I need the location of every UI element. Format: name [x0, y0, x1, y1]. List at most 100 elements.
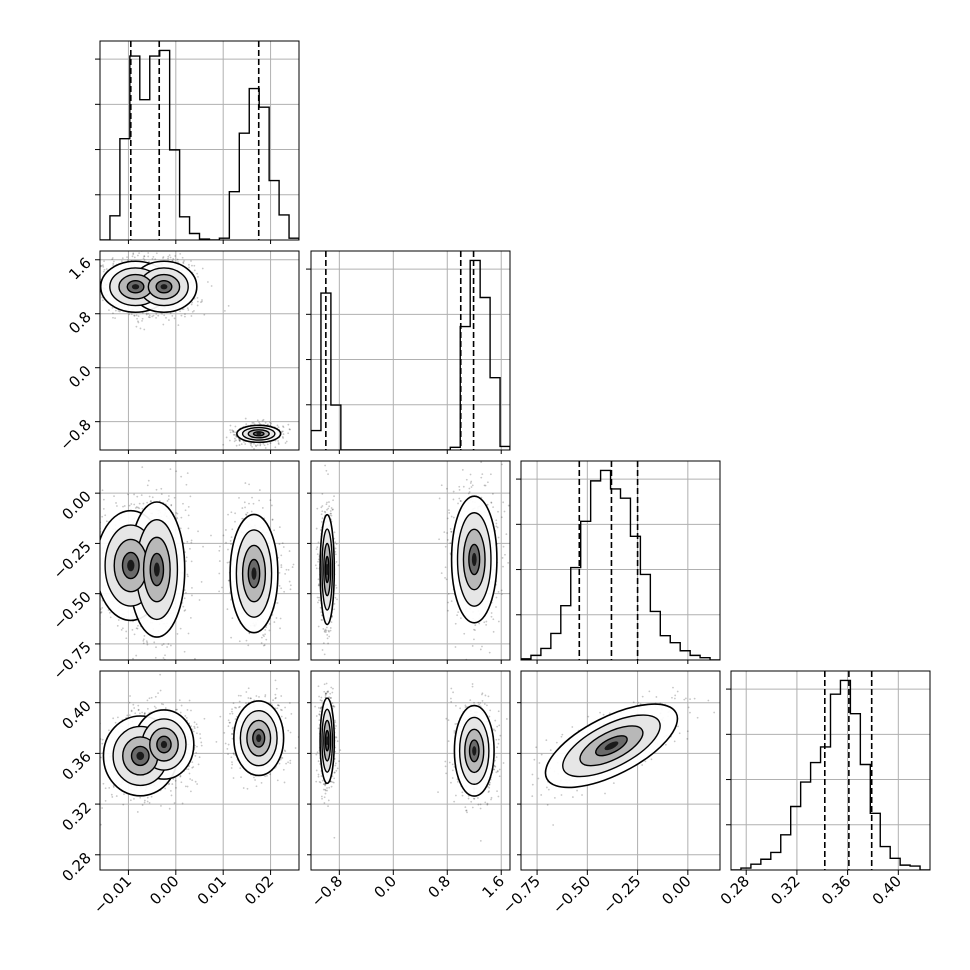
sample-point — [226, 608, 229, 611]
sample-point — [169, 312, 172, 315]
sample-point — [147, 252, 150, 254]
sample-point — [153, 641, 156, 644]
sample-point — [136, 627, 139, 630]
sample-point — [146, 501, 149, 504]
sample-point — [318, 584, 320, 587]
sample-point — [111, 307, 114, 309]
sample-point — [315, 548, 318, 551]
sample-point — [91, 545, 93, 547]
sample-point — [190, 303, 193, 306]
sample-point — [101, 515, 104, 518]
sample-point — [121, 257, 124, 260]
density-layer — [97, 251, 291, 450]
sample-point — [186, 540, 189, 543]
sample-point — [279, 617, 282, 620]
sample-point — [128, 504, 131, 507]
sample-point — [460, 500, 462, 503]
sample-point — [231, 528, 234, 531]
sample-point — [229, 431, 232, 434]
contour-level — [160, 284, 168, 290]
sample-point — [330, 512, 332, 515]
sample-point — [495, 525, 498, 528]
sample-point — [467, 492, 470, 495]
sample-point — [185, 483, 188, 486]
sample-point — [448, 512, 451, 514]
contour-level — [251, 567, 257, 580]
sample-point — [113, 495, 115, 498]
sample-point — [188, 263, 190, 266]
sample-point — [147, 312, 150, 315]
sample-point — [270, 504, 273, 507]
sample-point — [200, 581, 203, 583]
sample-point — [490, 612, 493, 614]
density-panel-2-1 — [310, 460, 511, 665]
sample-point — [289, 428, 291, 431]
histogram-step-line — [100, 49, 299, 240]
sample-point — [143, 255, 146, 258]
sample-point — [317, 558, 320, 561]
sample-point — [489, 663, 491, 665]
histogram-panel-1 — [306, 250, 511, 451]
sample-point — [319, 529, 322, 531]
sample-point — [245, 514, 248, 516]
sample-point — [238, 439, 241, 442]
sample-point — [222, 534, 225, 537]
sample-point — [185, 560, 187, 563]
sample-point — [244, 417, 247, 420]
sample-point — [333, 603, 336, 605]
sample-point — [122, 505, 124, 508]
sample-point — [264, 628, 267, 631]
sample-point — [225, 541, 227, 544]
sample-point — [484, 484, 487, 487]
sample-point — [93, 610, 95, 612]
sample-point — [327, 473, 329, 476]
sample-point — [111, 258, 114, 261]
axes-frame — [99, 250, 300, 451]
sample-point — [329, 627, 332, 629]
sample-point — [321, 492, 324, 495]
sample-point — [115, 502, 117, 504]
sample-point — [241, 668, 243, 670]
sample-point — [268, 629, 271, 632]
sample-point — [282, 433, 285, 436]
sample-point — [497, 510, 499, 513]
sample-point — [325, 629, 328, 632]
sample-point — [136, 495, 139, 498]
sample-point — [490, 501, 493, 504]
sample-point — [329, 510, 332, 512]
sample-point — [117, 310, 120, 312]
sample-point — [137, 321, 140, 324]
sample-point — [468, 491, 471, 493]
sample-point — [151, 315, 154, 318]
sample-point — [201, 299, 203, 301]
sample-point — [181, 256, 184, 259]
sample-point — [132, 252, 135, 255]
sample-point — [264, 447, 267, 449]
sample-point — [97, 286, 99, 288]
sample-point — [268, 623, 271, 625]
sample-point — [334, 541, 337, 544]
sample-point — [486, 503, 489, 506]
sample-point — [438, 538, 440, 541]
sample-point — [147, 316, 150, 318]
histogram-panel-2 — [516, 460, 721, 661]
sample-point — [444, 545, 447, 548]
sample-point — [230, 598, 232, 601]
sample-point — [330, 514, 333, 517]
sample-point — [328, 505, 331, 508]
sample-point — [332, 508, 334, 511]
sample-point — [102, 264, 104, 267]
sample-point — [145, 640, 148, 643]
sample-point — [142, 639, 145, 642]
sample-point — [261, 507, 264, 509]
sample-point — [463, 632, 466, 635]
sample-point — [142, 257, 145, 260]
sample-point — [288, 550, 291, 552]
sample-point — [264, 421, 267, 424]
sample-point — [136, 317, 138, 320]
sample-point — [142, 638, 145, 641]
sample-point — [277, 443, 280, 446]
histogram-panel-0 — [95, 40, 300, 241]
sample-point — [225, 529, 227, 531]
sample-point — [130, 503, 133, 505]
